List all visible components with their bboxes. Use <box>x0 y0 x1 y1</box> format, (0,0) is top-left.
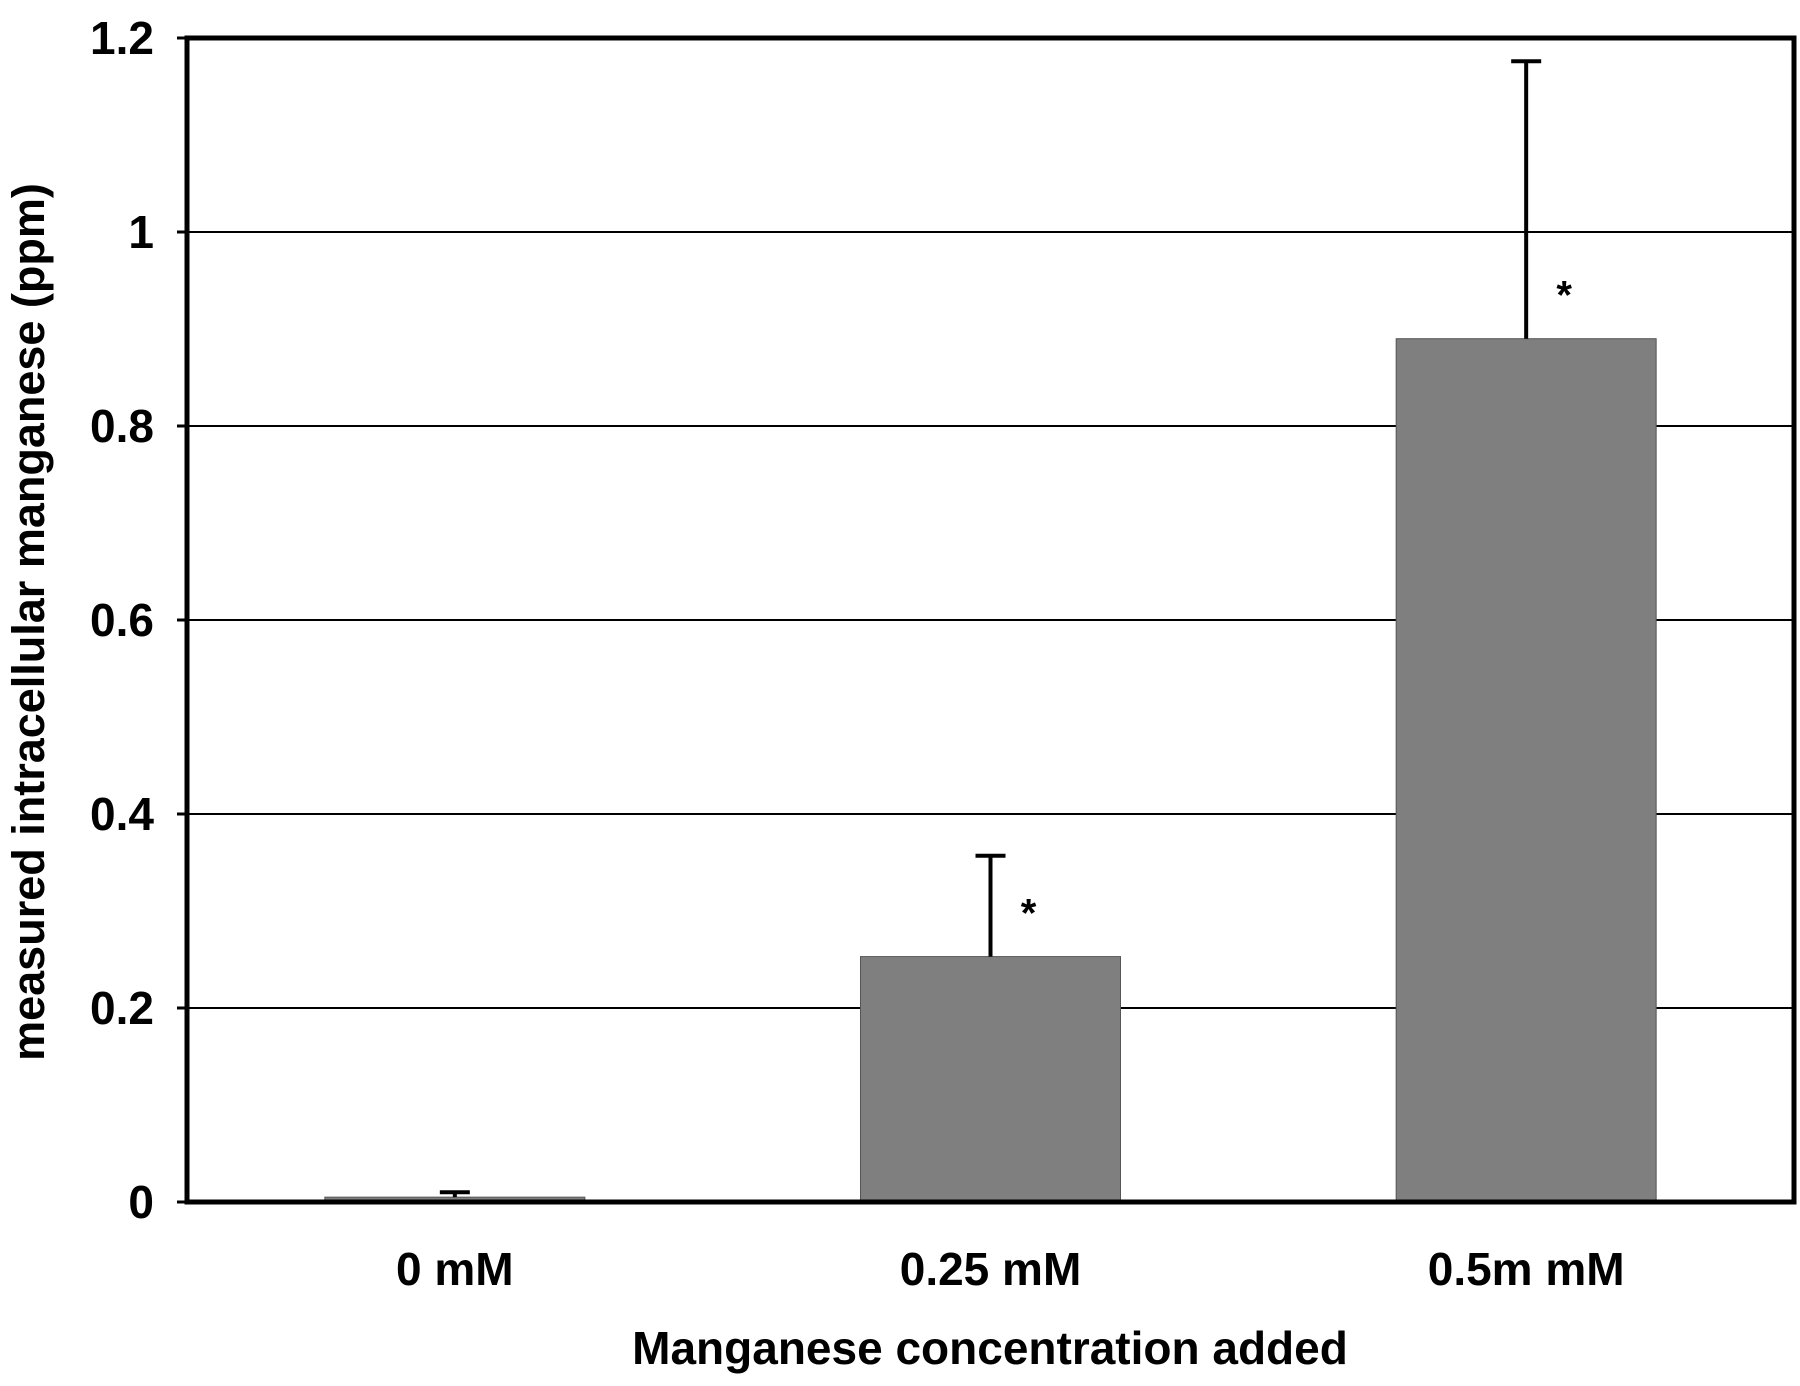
y-tick-label: 1.2 <box>90 12 154 64</box>
x-tick-label: 0.5m mM <box>1428 1243 1625 1295</box>
y-tick-label: 0.6 <box>90 594 154 646</box>
y-axis-label: measured intracellular manganese (ppm) <box>3 183 54 1061</box>
y-axis-ticks: 0 0.2 0.4 0.6 0.8 1 1.2 <box>90 12 187 1228</box>
y-tick-label: 0 <box>128 1176 154 1228</box>
significance-marker: * <box>1556 274 1572 318</box>
x-tick-label: 0 mM <box>396 1243 514 1295</box>
x-tick-label: 0.25 mM <box>900 1243 1082 1295</box>
y-tick-label: 0.8 <box>90 400 154 452</box>
x-axis-ticks: 0 mM 0.25 mM 0.5m mM <box>396 1243 1625 1295</box>
bar <box>860 956 1121 1203</box>
significance-marker: * <box>1021 892 1037 936</box>
y-tick-label: 1 <box>128 206 154 258</box>
y-tick-label: 0.4 <box>90 788 154 840</box>
bar <box>1395 338 1657 1203</box>
y-tick-label: 0.2 <box>90 982 154 1034</box>
x-axis-label: Manganese concentration added <box>632 1322 1348 1374</box>
